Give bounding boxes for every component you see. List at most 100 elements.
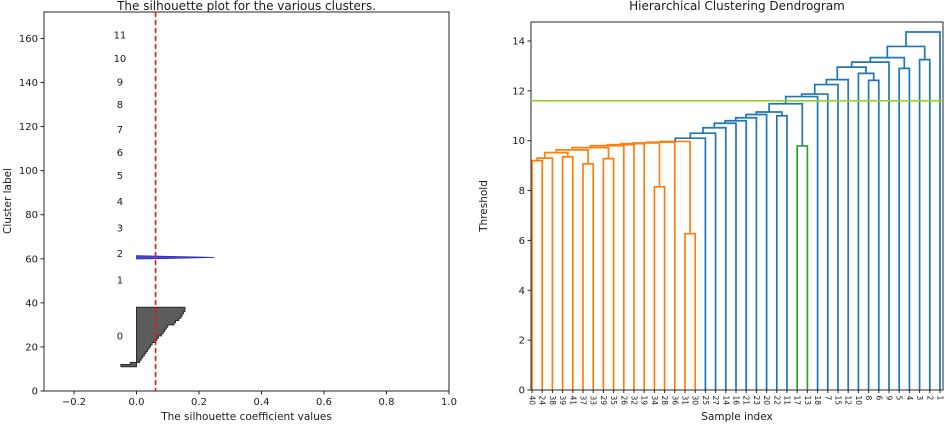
dendrogram-link <box>745 113 768 390</box>
dendrogram-link <box>571 146 610 159</box>
leaf-label: 13 <box>803 396 812 406</box>
x-tick-label: 0.4 <box>254 397 270 408</box>
y-tick-label: 14 <box>512 36 525 47</box>
leaf-label: 23 <box>752 396 761 406</box>
leaf-label: 16 <box>732 396 741 406</box>
cluster-label: 5 <box>117 171 123 182</box>
y-tick-label: 6 <box>519 236 525 247</box>
leaf-label: 7 <box>823 396 832 401</box>
dendrogram-link <box>602 157 615 390</box>
dendrogram-link <box>543 151 569 159</box>
leaf-label: 5 <box>895 396 904 401</box>
leaf-label: 8 <box>864 396 873 401</box>
dendrogram-link <box>734 116 758 390</box>
dendrogram-ylabel: Threshold <box>478 180 490 233</box>
cluster-label: 1 <box>117 276 123 287</box>
leaf-label: 9 <box>885 396 894 401</box>
leaf-label: 19 <box>640 396 649 406</box>
y-tick-label: 60 <box>25 254 38 265</box>
dendrogram-link <box>589 144 625 390</box>
dendrogram-link <box>796 145 809 390</box>
cluster-label: 6 <box>117 148 123 159</box>
dendrogram-link <box>561 156 574 390</box>
leaf-label: 32 <box>630 396 639 406</box>
dendrogram-link <box>905 31 941 390</box>
leaf-label: 2 <box>925 396 934 401</box>
cluster-label: 0 <box>117 331 123 342</box>
x-tick-label: 0.0 <box>129 397 145 408</box>
silhouette-title: The silhouette plot for the various clus… <box>116 0 376 13</box>
y-tick-label: 0 <box>519 386 525 397</box>
dendrogram-link <box>713 122 737 390</box>
dendrogram-link <box>702 126 727 390</box>
y-tick-label: 80 <box>25 210 38 221</box>
dendrogram-link <box>857 72 875 390</box>
cluster-2-silhouette <box>136 255 215 260</box>
leaf-label: 20 <box>762 396 771 406</box>
dendrogram-link <box>800 93 829 390</box>
leaf-label: 30 <box>691 396 700 406</box>
x-tick-label: 0.2 <box>191 397 207 408</box>
y-tick-label: 20 <box>25 342 38 353</box>
leaf-label: 6 <box>874 396 883 401</box>
dendrogram-link <box>869 56 906 69</box>
x-tick-label: −0.2 <box>62 397 86 408</box>
y-tick-label: 2 <box>519 336 525 347</box>
leaf-label: 3 <box>915 396 924 401</box>
y-tick-label: 8 <box>519 186 525 197</box>
dendrogram-link <box>775 114 788 390</box>
leaf-label: 21 <box>742 396 751 406</box>
leaf-label: 34 <box>650 396 659 406</box>
leaf-label: 11 <box>783 396 792 406</box>
leaf-label: 1 <box>936 396 945 401</box>
leaf-label: 33 <box>589 396 598 406</box>
y-tick-label: 140 <box>19 78 38 89</box>
dendrogram-link <box>536 157 554 390</box>
leaf-label: 12 <box>844 396 853 406</box>
dendrogram-link <box>898 67 911 390</box>
x-tick-label: 1.0 <box>441 397 457 408</box>
leaf-label: 38 <box>548 396 557 406</box>
silhouette-ylabel: Cluster label <box>2 168 14 234</box>
y-tick-label: 100 <box>19 166 38 177</box>
leaf-label: 39 <box>558 396 567 406</box>
y-tick-label: 10 <box>512 136 525 147</box>
x-tick-label: 0.6 <box>316 397 332 408</box>
leaf-label: 28 <box>660 396 669 406</box>
leaf-label: 4 <box>905 396 914 401</box>
y-tick-label: 0 <box>32 387 38 398</box>
leaf-label: 36 <box>670 396 679 406</box>
dendrogram-link <box>645 141 676 390</box>
cluster-label: 8 <box>117 100 123 111</box>
dendrogram-link <box>850 61 890 390</box>
leaf-label: 27 <box>711 396 720 406</box>
y-tick-label: 40 <box>25 298 38 309</box>
leaf-label: 25 <box>701 396 710 406</box>
dendrogram-link <box>724 119 748 390</box>
silhouette-plot: −0.2 0.0 0.2 0.4 0.6 0.8 1.0020406080100120140… <box>2 0 457 423</box>
cluster-label: 10 <box>114 54 127 65</box>
dendrogram-link <box>768 102 804 146</box>
dendrogram-title: Hierarchical Clustering Dendrogram <box>629 0 845 13</box>
leaf-label: 15 <box>834 396 843 406</box>
leaf-label: 29 <box>599 396 608 406</box>
dendrogram-link <box>918 58 931 390</box>
y-tick-label: 4 <box>519 286 525 297</box>
leaf-label: 18 <box>813 396 822 406</box>
leaf-label: 17 <box>793 396 802 406</box>
dendrogram-xlabel: Sample index <box>701 411 772 423</box>
leaf-label: 10 <box>854 396 863 406</box>
cluster-label: 2 <box>117 249 123 260</box>
dendrogram-link <box>836 66 867 80</box>
cluster-label: 9 <box>117 77 123 88</box>
leaf-label: 31 <box>681 396 690 406</box>
cluster-label: 3 <box>117 223 123 234</box>
x-tick-label: 0.8 <box>379 397 395 408</box>
dendrogram-link <box>867 79 880 390</box>
y-tick-label: 160 <box>19 34 38 45</box>
leaf-label: 37 <box>579 396 588 406</box>
leaf-label: 22 <box>772 396 781 406</box>
